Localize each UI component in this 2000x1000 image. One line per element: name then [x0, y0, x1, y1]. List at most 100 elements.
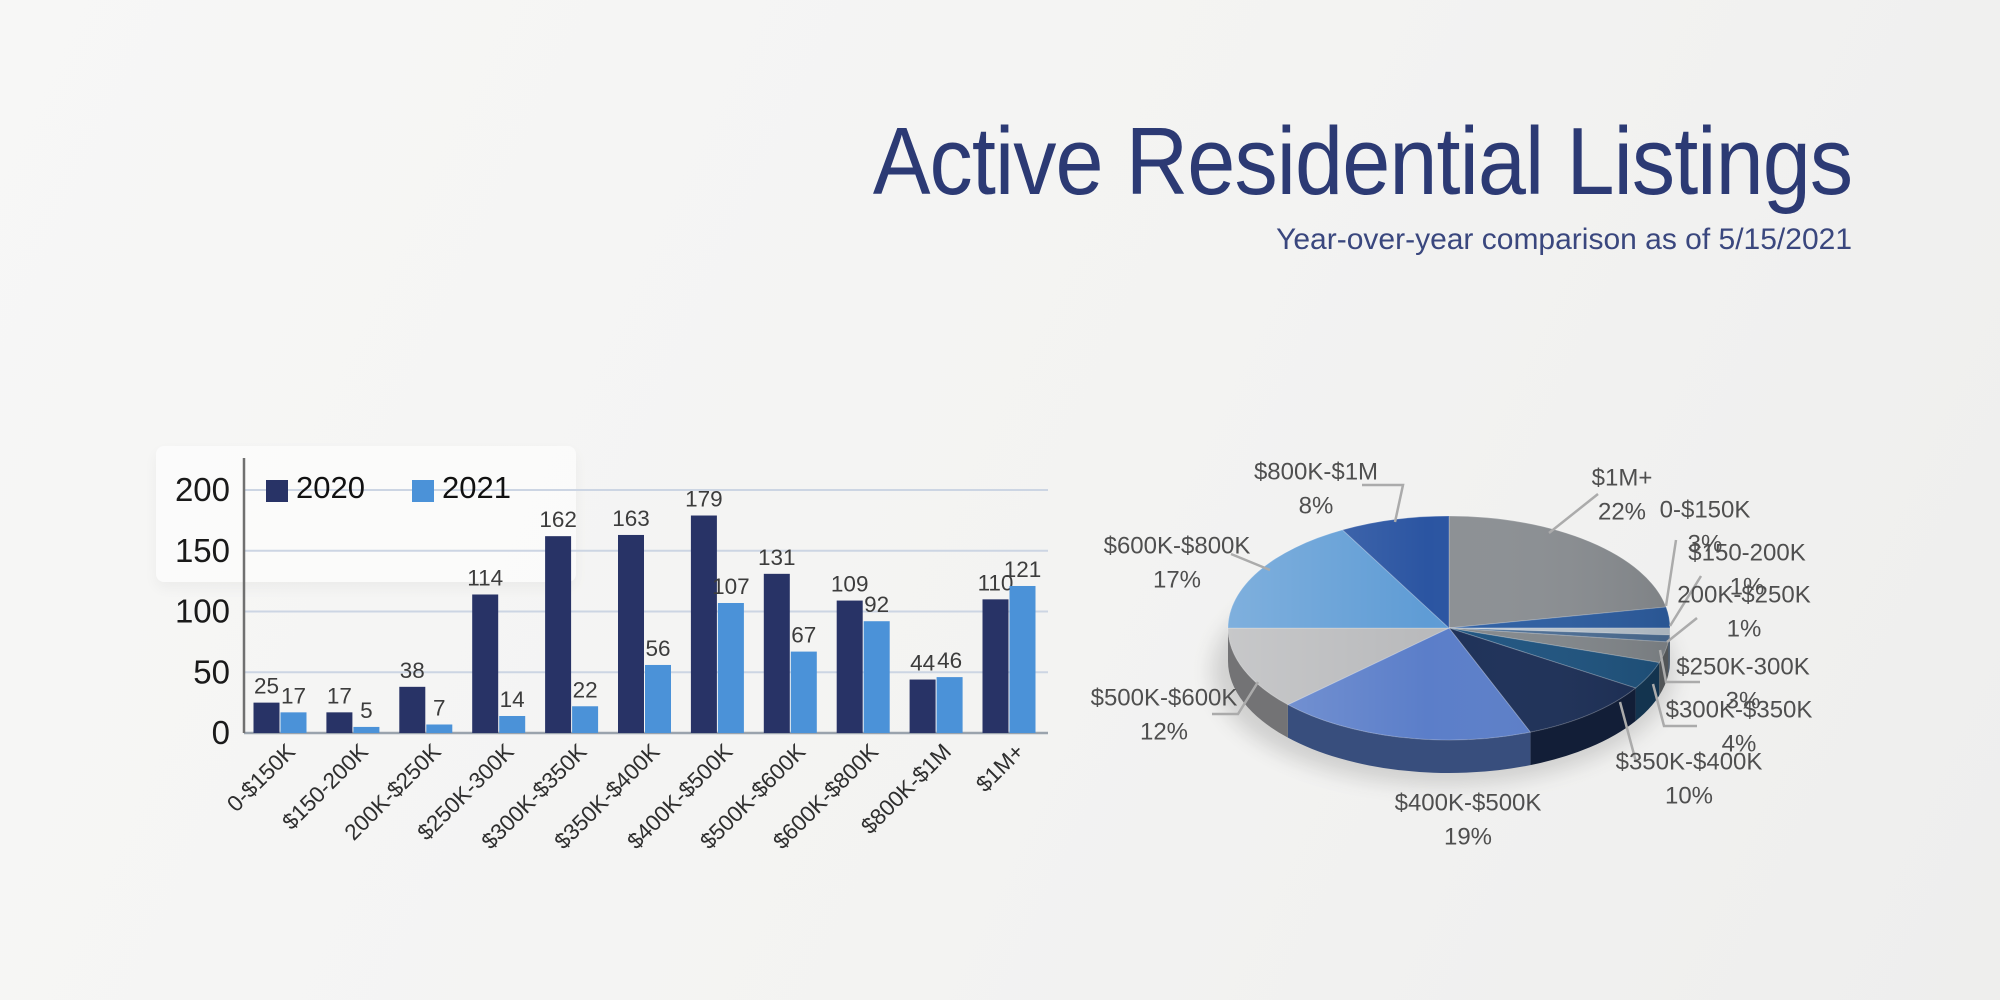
bar-2021-$1M+	[1009, 585, 1036, 733]
y-axis-tick-label: 150	[175, 532, 230, 569]
pie-label-$1M+: $1M+ 22%	[1592, 461, 1653, 528]
bar-value-2021-$150-200K: 5	[360, 698, 373, 723]
pie-label-text: $1M+	[1591, 464, 1653, 492]
bar-2020-$400K-$500K	[690, 515, 717, 733]
pie-label-$600K-$800K: $600K-$800K 17%	[1104, 529, 1251, 596]
pie-label-$300K-$350K: $300K-$350K 4%	[1666, 693, 1813, 760]
bar-value-2020-$300K-$350K: 162	[539, 507, 577, 532]
bar-value-2021-0-$150K: 17	[281, 683, 306, 708]
pie-label-percent: 19%	[1443, 823, 1493, 850]
pie-label-percent: 22%	[1597, 498, 1647, 525]
pie-label-$150-200K: $150-200K 1%	[1688, 536, 1805, 603]
leader-line-0-$150K	[1664, 539, 1678, 607]
leader-line-$600K-$800K	[1230, 552, 1271, 572]
leader-line-$350K-$400K	[1618, 701, 1638, 763]
legend-label-2021: 2021	[442, 470, 511, 505]
bar-2020-$500K-$600K	[763, 573, 790, 733]
pie-label-percent: 1%	[1729, 573, 1765, 600]
page-subtitle: Year-over-year comparison as of 5/15/202…	[1276, 222, 1852, 256]
bar-2020-0-$150K	[253, 702, 280, 733]
bar-value-2021-$500K-$600K: 67	[791, 623, 816, 648]
bar-value-2021-$400K-$500K: 107	[712, 574, 750, 599]
pie-label-text: $600K-$800K	[1103, 532, 1251, 560]
legend-swatch-2021	[412, 480, 434, 502]
pie-label-0-$150K: 0-$150K 3%	[1660, 493, 1751, 560]
pie-label-$800K-$1M: $800K-$1M 8%	[1254, 455, 1378, 522]
bar-value-2021-$800K-$1M: 46	[937, 648, 962, 673]
pie-label-text: 200K-$250K	[1677, 581, 1811, 609]
bar-value-2020-$350K-$400K: 163	[612, 506, 650, 531]
pie-label-percent: 3%	[1725, 687, 1761, 714]
pie-label-percent: 4%	[1721, 730, 1757, 757]
bar-value-2020-$250K-300K: 114	[467, 565, 503, 590]
chart-card	[156, 446, 576, 582]
bar-value-2021-$350K-$400K: 56	[645, 636, 670, 661]
legend-swatch-2020	[266, 480, 288, 502]
leader-line-$250K-300K	[1658, 649, 1700, 684]
pie-label-text: $400K-$500K	[1394, 789, 1542, 817]
y-axis-tick-label: 50	[193, 653, 230, 690]
bar-2020-$800K-$1M	[909, 679, 936, 733]
pie-label-percent: 3%	[1687, 530, 1723, 557]
bar-2020-$300K-$350K	[545, 536, 572, 733]
bar-2021-$800K-$1M	[936, 677, 963, 733]
bar-2020-$350K-$400K	[618, 534, 644, 733]
pie-label-$250K-300K: $250K-300K 3%	[1676, 650, 1809, 717]
pie-label-percent: 12%	[1139, 718, 1189, 745]
bar-value-2021-$1M+: 121	[1004, 557, 1042, 582]
bar-2021-$300K-$350K	[572, 706, 599, 733]
leader-line-$300K-$350K	[1651, 683, 1697, 728]
leader-line-$800K-$1M	[1362, 483, 1405, 523]
bar-2020-$600K-$800K	[836, 600, 863, 733]
bar-value-2020-200K-$250K: 38	[400, 658, 425, 683]
y-axis-tick-label: 100	[175, 593, 230, 630]
bar-value-2021-$300K-$350K: 22	[573, 677, 598, 702]
bar-value-2020-$800K-$1M: 44	[910, 651, 935, 676]
pie-label-percent: 8%	[1298, 492, 1334, 519]
bar-value-2020-$500K-$600K: 131	[758, 545, 796, 570]
bar-2021-$600K-$800K	[863, 621, 890, 733]
bar-2021-$150-200K	[353, 726, 380, 733]
category-label-$1M+: $1M+	[971, 739, 1029, 797]
pie-label-200K-$250K: 200K-$250K 1%	[1677, 578, 1810, 645]
pie-label-text: $250K-300K	[1676, 653, 1810, 681]
pie-label-$400K-$500K: $400K-$500K 19%	[1395, 786, 1542, 853]
bar-2021-$250K-300K	[499, 715, 526, 733]
bar-2021-0-$150K	[280, 712, 307, 733]
bar-2021-$500K-$600K	[790, 651, 817, 733]
legend-label-2020: 2020	[296, 470, 365, 505]
pie-label-text: $150-200K	[1688, 539, 1806, 567]
bar-value-2020-0-$150K: 25	[254, 674, 279, 699]
bar-value-2020-$400K-$500K: 179	[685, 487, 723, 512]
pie-label-text: $350K-$400K	[1615, 748, 1763, 776]
bar-2020-$150-200K	[326, 712, 353, 733]
chart-header: Active Residential Listings Year-over-ye…	[764, 108, 1853, 257]
bar-value-2021-$250K-300K: 14	[500, 687, 525, 712]
pie-label-$350K-$400K: $350K-$400K 10%	[1616, 745, 1763, 812]
leader-line-$1M+	[1548, 493, 1599, 534]
bar-chart: 0 50 100 150 200 25 17 38 114 162 163 179 131 109 44 11…	[150, 440, 1110, 880]
y-axis-tick-label: 200	[175, 471, 230, 508]
bar-2020-$1M+	[982, 599, 1009, 733]
pie-label-$500K-$600K: $500K-$600K 12%	[1091, 681, 1238, 748]
pie-label-percent: 17%	[1152, 566, 1202, 593]
leader-line-$150-200K	[1668, 575, 1703, 627]
leader-line-200K-$250K	[1666, 617, 1698, 643]
y-axis-tick-label: 0	[212, 714, 230, 751]
bar-2020-200K-$250K	[399, 686, 426, 733]
pie-label-text: $800K-$1M	[1253, 458, 1379, 486]
pie-label-percent: 10%	[1664, 782, 1714, 809]
bar-value-2021-$600K-$800K: 92	[864, 592, 889, 617]
pie-label-text: $300K-$350K	[1665, 696, 1813, 724]
bar-2021-$400K-$500K	[717, 602, 744, 733]
bar-2021-200K-$250K	[426, 724, 453, 733]
pie-label-text: 0-$150K	[1659, 496, 1751, 524]
bar-value-2020-$1M+: 110	[978, 570, 1014, 595]
pie-label-percent: 1%	[1726, 615, 1762, 642]
bar-2020-$250K-300K	[472, 594, 499, 733]
page-title: Active Residential Listings	[872, 108, 1853, 215]
pie-chart: 0-$150K 3% $150-200K 1% 200K-$250K 1% $250K-30…	[1091, 430, 1840, 890]
bar-value-2020-$150-200K: 17	[327, 683, 352, 708]
